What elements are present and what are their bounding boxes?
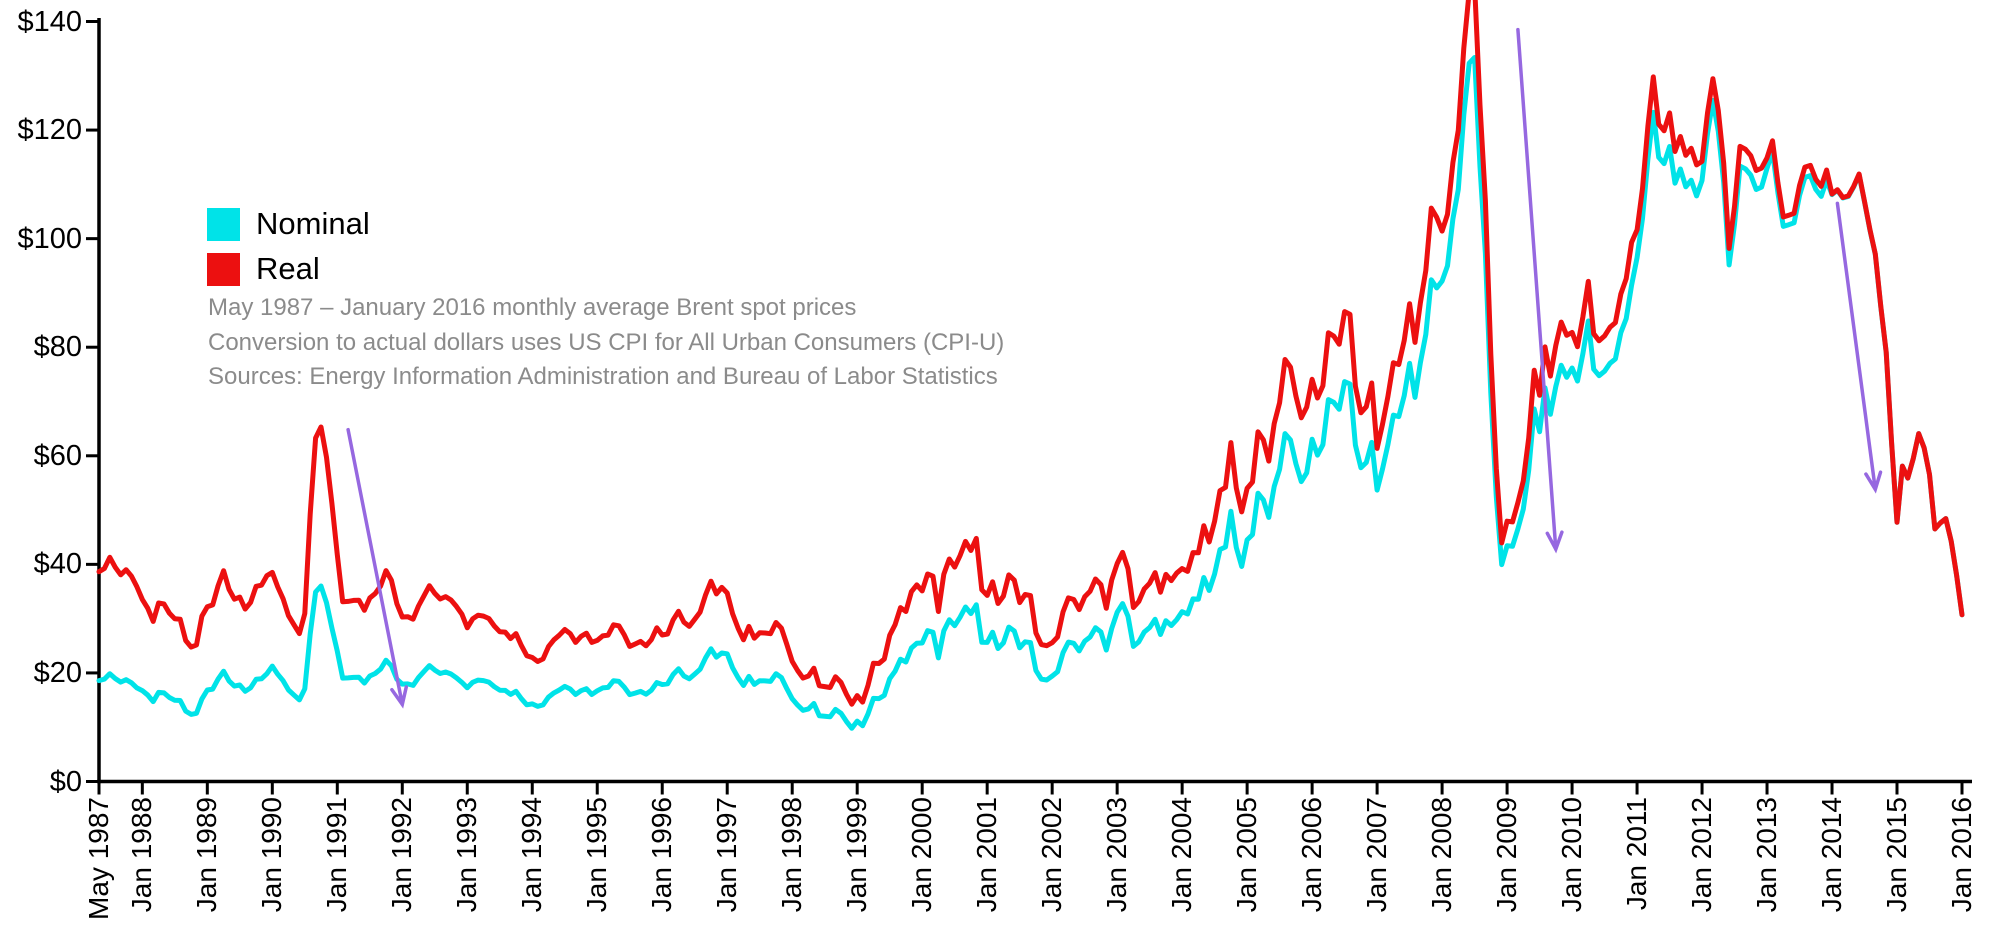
x-tick-label: Jan 2014 (1816, 797, 1848, 913)
real-color-swatch (207, 252, 240, 286)
x-tick-label: Jan 2013 (1751, 797, 1783, 913)
x-tick-label: Jan 1991 (321, 797, 353, 913)
x-tick-label: Jan 2015 (1881, 797, 1913, 913)
x-tick-label: Jan 2011 (1621, 797, 1653, 911)
y-tick-label: $100 (17, 222, 82, 255)
price-crash-arrow-2014-price-collapse (1835, 201, 1883, 494)
x-tick-label: Jan 1994 (516, 797, 548, 913)
x-tick-label: May 1987 (83, 797, 114, 920)
legend-label-nominal: Nominal (256, 206, 370, 241)
x-tick-label: Jan 2000 (906, 797, 938, 913)
y-tick-label: $40 (33, 548, 82, 581)
y-tick-label: $0 (49, 765, 82, 798)
note-line-date-range: May 1987 – January 2016 monthly average … (208, 294, 857, 321)
y-tick-label: $120 (17, 114, 82, 147)
x-tick-label: Jan 1995 (581, 797, 613, 913)
x-tick-label: Jan 1998 (776, 797, 808, 913)
x-tick-label: Jan 2012 (1686, 797, 1718, 913)
legend-item-real: Real (207, 251, 370, 286)
price-crash-arrow-1991-price-collapse (346, 427, 409, 709)
x-tick-label: Jan 2010 (1556, 797, 1588, 913)
x-tick-label: Jan 1988 (126, 797, 158, 913)
note-line-cpi: Conversion to actual dollars uses US CPI… (208, 328, 1005, 356)
x-tick-label: Jan 1989 (191, 797, 223, 913)
y-tick-label: $60 (33, 439, 82, 472)
price-crash-arrow-2008-price-collapse (1516, 27, 1564, 554)
y-tick-label: $140 (17, 5, 82, 38)
legend-item-nominal: Nominal (207, 206, 370, 241)
y-tick-label: $80 (33, 331, 82, 364)
legend-label-real: Real (256, 251, 320, 286)
chart-legend: Nominal Real (207, 206, 370, 297)
x-tick-label: Jan 2003 (1101, 797, 1133, 913)
nominal-color-swatch (207, 207, 240, 241)
nominal-price-line (96, 55, 1965, 731)
x-tick-label: Jan 2005 (1231, 797, 1263, 913)
x-tick-label: Jan 1993 (451, 797, 483, 913)
x-tick-label: Jan 2004 (1166, 797, 1198, 913)
x-tick-label: Jan 1999 (841, 797, 873, 913)
x-tick-label: Jan 1996 (646, 797, 678, 913)
real-price-line (96, 0, 1965, 707)
x-tick-label: Jan 2016 (1946, 797, 1977, 913)
x-tick-label: Jan 1997 (711, 797, 743, 913)
x-tick-label: Jan 2009 (1491, 797, 1523, 913)
chart-source-notes: May 1987 – January 2016 monthly average … (208, 291, 1004, 395)
x-tick-label: Jan 1992 (386, 797, 418, 913)
note-line-sources: Sources: Energy Information Administrati… (208, 363, 998, 390)
x-tick-label: Jan 1990 (256, 797, 288, 913)
x-tick-label: Jan 2006 (1296, 797, 1328, 913)
x-tick-label: Jan 2002 (1036, 797, 1068, 913)
x-tick-label: Jan 2007 (1361, 797, 1393, 913)
x-tick-label: Jan 2008 (1426, 797, 1458, 913)
y-tick-label: $20 (33, 656, 82, 689)
x-tick-label: Jan 2001 (971, 797, 1003, 913)
